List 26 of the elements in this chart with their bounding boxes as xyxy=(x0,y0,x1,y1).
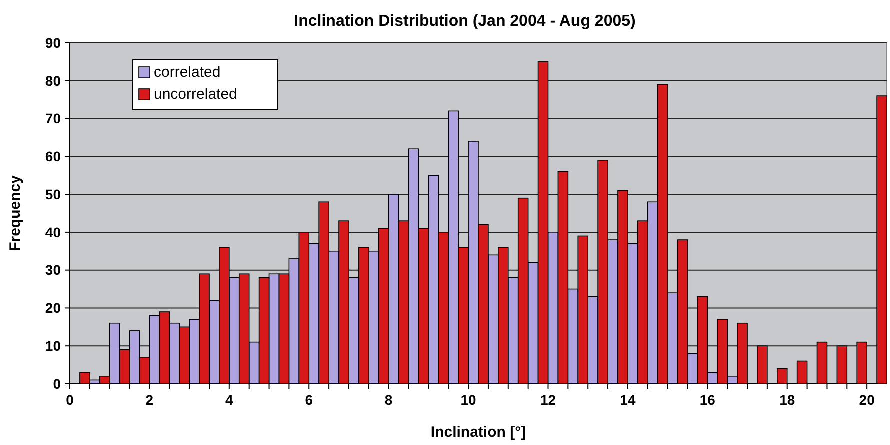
x-tick-label: 18 xyxy=(780,392,796,408)
y-tick-label: 10 xyxy=(45,338,62,354)
x-tick-label: 6 xyxy=(305,392,314,408)
y-tick-label: 50 xyxy=(45,186,62,202)
chart-title: Inclination Distribution (Jan 2004 - Aug 2005) xyxy=(294,13,636,30)
legend-label: uncorrelated xyxy=(154,86,238,103)
x-tick-label: 4 xyxy=(226,392,234,408)
x-tick-label: 14 xyxy=(620,392,636,408)
y-tick-label: 70 xyxy=(45,110,62,127)
x-tick-label: 20 xyxy=(859,392,876,408)
y-tick-label: 40 xyxy=(45,224,62,240)
x-tick-label: 10 xyxy=(460,392,477,408)
x-tick-label: 16 xyxy=(700,392,716,408)
y-tick-label: 20 xyxy=(45,300,62,316)
y-tick-label: 0 xyxy=(53,376,62,392)
y-tick-label: 90 xyxy=(45,34,62,51)
y-tick-label: 80 xyxy=(45,72,62,89)
x-tick-label: 0 xyxy=(66,392,74,408)
x-tick-label: 2 xyxy=(146,392,154,408)
x-tick-label: 12 xyxy=(540,392,556,408)
x-tick-label: 8 xyxy=(384,392,393,408)
y-tick-label: 60 xyxy=(45,148,62,165)
x-axis-title: Inclination [°] xyxy=(430,424,526,441)
y-tick-label: 30 xyxy=(45,262,62,278)
legend-label: correlated xyxy=(154,64,221,81)
y-axis-title: Frequency xyxy=(7,174,24,252)
